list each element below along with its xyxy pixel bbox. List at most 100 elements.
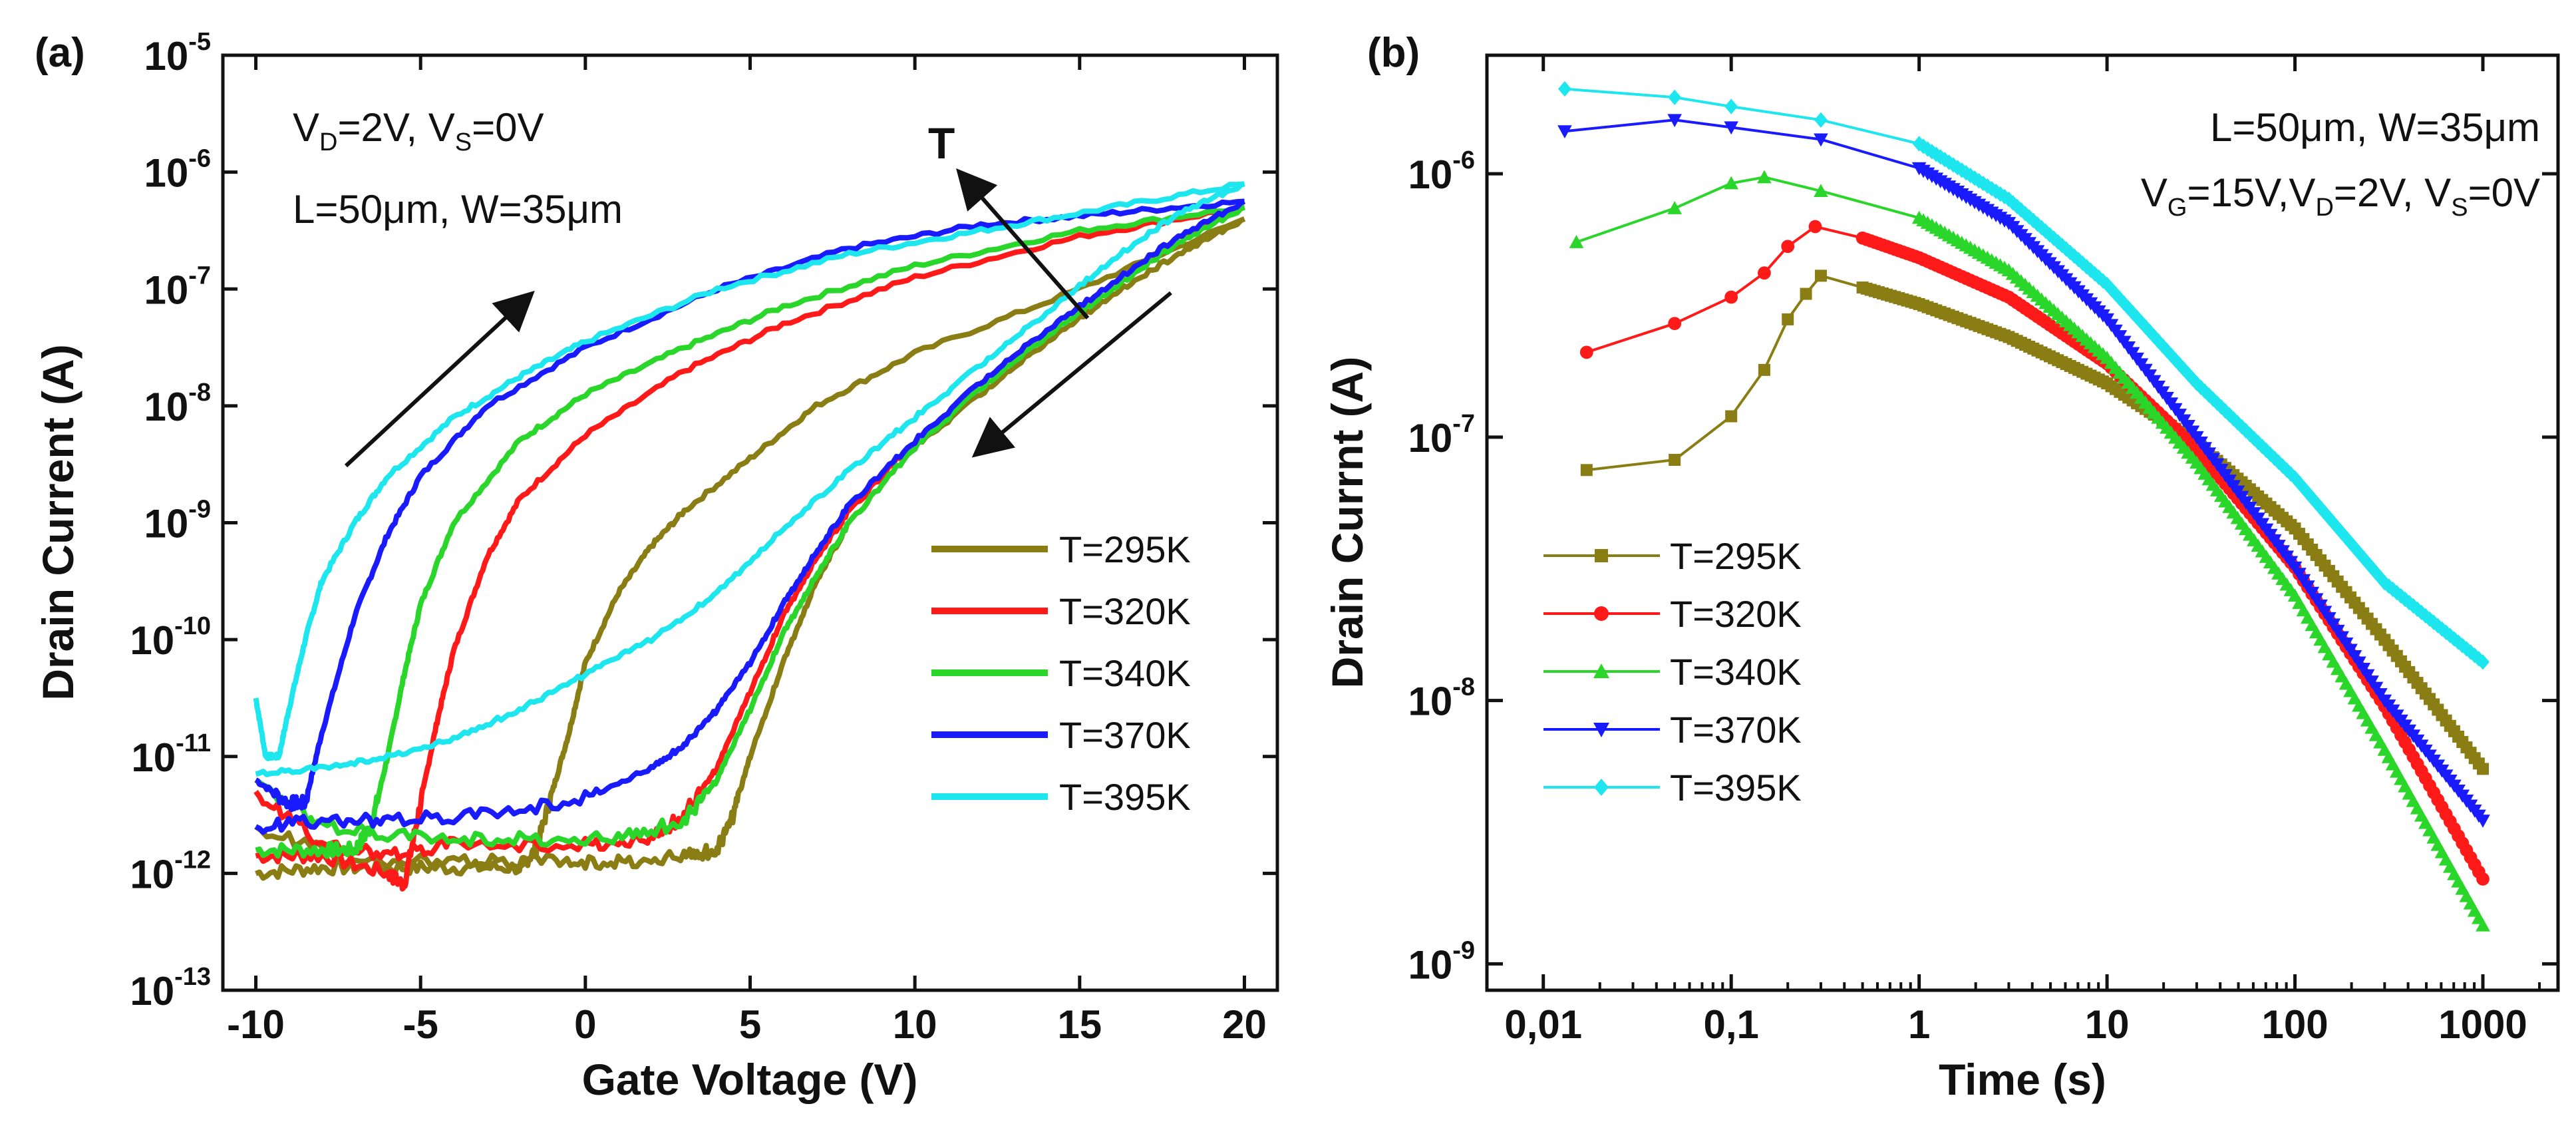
panel-b-data-point <box>2327 514 2340 531</box>
panel-b-legend-label: T=320K <box>1670 593 1802 635</box>
panel-b-data-point <box>2206 391 2220 407</box>
panel-a-series-reverse-T=370K <box>254 198 1246 835</box>
panel-a-reverse-sweep-arrow <box>971 291 1172 458</box>
panel-b-data-point <box>1580 464 1593 476</box>
panel-b-data-point <box>2185 371 2199 387</box>
panel-a-y-axis-title: Drain Current (A) <box>33 344 82 700</box>
panel-b-data-point <box>1814 270 1827 282</box>
panel-b-data-point <box>1781 240 1795 254</box>
panel-b-data-point <box>1814 184 1828 198</box>
panel-a-legend-label: T=395K <box>1059 776 1191 818</box>
panel-b-data-point <box>1808 220 1822 234</box>
panel-b-data-point <box>2360 554 2374 571</box>
panel-a-legend-label: T=320K <box>1059 590 1191 632</box>
panel-b-data-point <box>2272 454 2285 470</box>
panel-b-data-point <box>2231 415 2245 431</box>
panel-b-data-point <box>1782 313 1794 325</box>
panel-a-legend-label: T=295K <box>1059 528 1191 570</box>
panel-b-data-point <box>2006 195 2020 211</box>
panel-b-data-point <box>2476 654 2490 670</box>
panel-b-data-point <box>1757 170 1772 184</box>
panel-b-ticks <box>1487 55 2558 990</box>
panel-b-legend-label: T=295K <box>1670 535 1802 577</box>
panel-b-data-point <box>2168 351 2182 368</box>
panel-a-legend-label: T=340K <box>1059 652 1191 694</box>
panel-b-data-point <box>2276 458 2289 474</box>
panel-b-x-tick-label: 0,1 <box>1703 1002 1758 1047</box>
panel-b-data-point <box>2464 644 2478 660</box>
panel-b-legend-label: T=370K <box>1670 709 1802 751</box>
panel-b-data-point <box>1579 345 1593 359</box>
panel-a-forward-sweep-arrow <box>344 290 535 468</box>
panel-b-data-point <box>2010 198 2024 214</box>
panel-b-data-point <box>2076 255 2090 272</box>
panel-a-y-tick-label: 10-10 <box>130 612 211 663</box>
panel-b-data-point <box>2476 918 2490 932</box>
panel-b-legend-marker <box>1594 606 1609 621</box>
panel-a-y-tick-label: 10-12 <box>130 846 211 896</box>
panel-a-x-tick-label: 10 <box>893 1002 937 1047</box>
panel-b-data-point <box>2365 560 2378 576</box>
panel-b-data-point <box>1668 89 1682 106</box>
panel-a-geometry-annotation: L=50μm, W=35μm <box>293 187 623 232</box>
panel-b-data-point <box>2227 411 2241 427</box>
panel-b-x-tick-label: 0,01 <box>1504 1002 1582 1047</box>
panel-b-data-point <box>2156 337 2170 354</box>
panel-b-data-point <box>2267 450 2281 467</box>
panel-b-data-point <box>2301 484 2315 501</box>
panel-a-y-tick-label: 10-5 <box>144 28 211 79</box>
panel-b-data-point <box>2223 407 2237 423</box>
panel-b-data-point <box>2402 594 2416 611</box>
panel-b-data-point <box>2344 534 2357 551</box>
panel-a-legend: T=295K T=320K T=340K T=370K T=395K <box>931 528 1191 818</box>
panel-a-series-reverse-T=295K <box>254 216 1246 871</box>
panel-b-data-point <box>1558 81 1571 97</box>
panel-b-data-point <box>2390 584 2404 601</box>
panel-b: (b) 0,01 0,1 1 10 100 1000 10-9 10-8 10-7 10-6 Ti… <box>1323 30 2560 1104</box>
panel-b-legend-label: T=340K <box>1670 651 1802 693</box>
panel-b-data-point <box>2051 234 2065 250</box>
panel-b-data-point <box>2398 591 2412 608</box>
panel-b-data-point <box>1758 363 1770 376</box>
panel-b-legend-marker <box>1593 723 1609 737</box>
panel-b-data-point <box>2356 550 2370 566</box>
panel-b-data-point <box>2293 474 2306 491</box>
panel-a-series-forward-T=370K <box>254 198 1245 813</box>
panel-a-series-forward-T=340K <box>255 204 1245 859</box>
panel-b-data-point <box>1724 290 1738 304</box>
panel-b-data-point <box>2055 238 2069 254</box>
panel-b-geometry-annotation: L=50μm, W=35μm <box>2210 105 2540 150</box>
panel-b-data-point <box>2448 631 2461 647</box>
panel-a-x-tick-label: -10 <box>227 1002 285 1047</box>
panel-b-data-point <box>2378 574 2392 591</box>
panel-b-x-tick-label: 10 <box>2085 1002 2130 1047</box>
panel-a-x-axis-title: Gate Voltage (V) <box>582 1055 918 1104</box>
panel-b-data-point <box>2189 375 2203 391</box>
panel-b-data-point <box>1814 133 1828 147</box>
panel-b-y-tick-label: 10-6 <box>1408 146 1475 197</box>
panel-b-data-point <box>2130 309 2144 325</box>
panel-a-tick-labels: -10 -5 0 5 10 15 20 10-13 10-12 10-11 10-10 10-9 10-… <box>130 28 1267 1047</box>
panel-b-data-point <box>2096 273 2110 289</box>
panel-b-data-point <box>2382 578 2396 594</box>
panel-b-data-point <box>1557 125 1572 139</box>
panel-b-data-point <box>1758 266 1771 280</box>
panel-b-data-point <box>2476 872 2490 886</box>
panel-b-data-point <box>2147 328 2161 344</box>
panel-a-temperature-arrow <box>956 168 1090 319</box>
panel-b-y-tick-label: 10-7 <box>1408 410 1475 461</box>
panel-b-data-point <box>2034 220 2048 236</box>
panel-b-data-point <box>1668 317 1682 331</box>
panel-a-y-tick-label: 10-7 <box>144 262 211 312</box>
panel-b-data-point <box>1724 121 1738 135</box>
panel-b-bias-annotation: VG=15V,VD=2V, VS=0V <box>2141 170 2540 222</box>
panel-b-data-point <box>2309 494 2323 511</box>
panel-a-bias-annotation: VD=2V, VS=0V <box>293 105 544 156</box>
panel-b-data-point <box>1667 201 1682 214</box>
panel-b-data-point <box>1814 112 1828 128</box>
panel-a-x-tick-label: 15 <box>1057 1002 1102 1047</box>
panel-b-data-point <box>2243 427 2257 443</box>
panel-b-data-point <box>2318 504 2332 521</box>
panel-b-legend-label: T=395K <box>1670 767 1802 809</box>
